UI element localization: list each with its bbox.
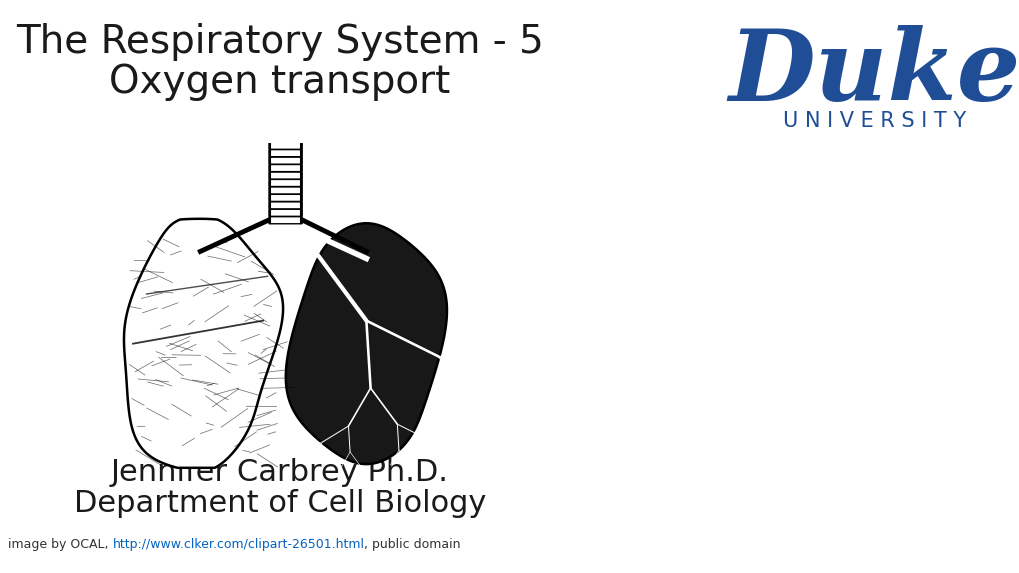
FancyBboxPatch shape bbox=[269, 150, 302, 157]
Text: Duke: Duke bbox=[729, 25, 1019, 121]
FancyBboxPatch shape bbox=[269, 187, 302, 194]
FancyBboxPatch shape bbox=[269, 164, 302, 172]
Polygon shape bbox=[124, 219, 283, 468]
FancyBboxPatch shape bbox=[269, 202, 302, 209]
FancyBboxPatch shape bbox=[269, 135, 302, 142]
FancyBboxPatch shape bbox=[269, 157, 302, 164]
Text: Jennifer Carbrey Ph.D.: Jennifer Carbrey Ph.D. bbox=[111, 458, 448, 487]
Text: , public domain: , public domain bbox=[364, 538, 461, 551]
Text: U N I V E R S I T Y: U N I V E R S I T Y bbox=[783, 111, 966, 131]
Text: image by OCAL,: image by OCAL, bbox=[8, 538, 112, 551]
FancyBboxPatch shape bbox=[269, 217, 302, 224]
FancyBboxPatch shape bbox=[269, 142, 302, 150]
Text: Department of Cell Biology: Department of Cell Biology bbox=[73, 489, 486, 518]
Polygon shape bbox=[285, 223, 446, 464]
FancyBboxPatch shape bbox=[269, 172, 302, 179]
Text: The Respiratory System - 5: The Respiratory System - 5 bbox=[16, 23, 543, 61]
Text: http://www.clker.com/clipart-26501.html: http://www.clker.com/clipart-26501.html bbox=[112, 538, 364, 551]
FancyBboxPatch shape bbox=[269, 194, 302, 202]
FancyBboxPatch shape bbox=[269, 209, 302, 217]
Text: Oxygen transport: Oxygen transport bbox=[109, 63, 450, 101]
FancyBboxPatch shape bbox=[269, 179, 302, 187]
